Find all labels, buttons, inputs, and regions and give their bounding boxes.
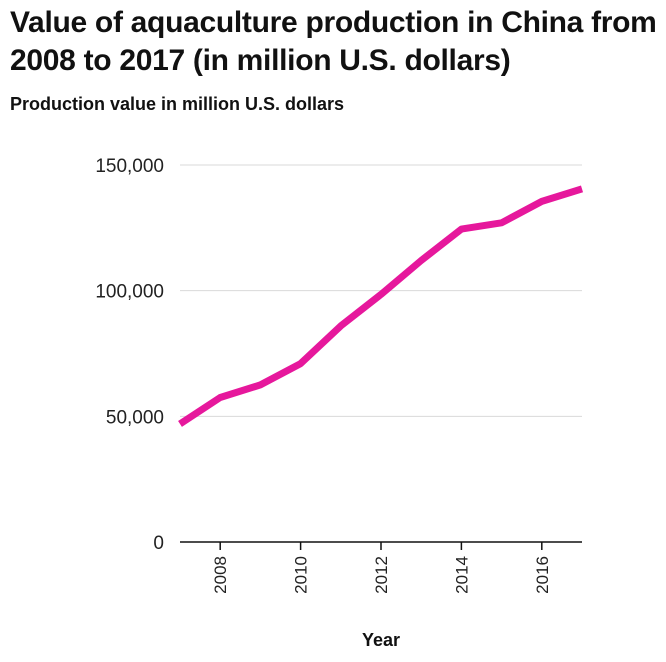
x-tick-label: 2016 (533, 556, 552, 594)
y-tick-label: 0 (153, 533, 164, 554)
y-tick-label: 150,000 (95, 156, 164, 177)
chart-title: Value of aquaculture production in China… (10, 6, 657, 77)
x-tick-label: 2008 (211, 556, 230, 594)
y-tick-label: 50,000 (106, 407, 164, 428)
series-line (178, 185, 584, 427)
x-tick-label: 2012 (372, 556, 391, 594)
axes (180, 541, 582, 550)
x-axis-label: Year (362, 630, 400, 650)
y-axis-label: Production value in million U.S. dollars (10, 94, 345, 114)
x-tick-labels: 2008 2010 2012 2014 2016 (211, 556, 552, 594)
y-tick-labels: 0 50,000 100,000 150,000 (95, 156, 164, 554)
x-tick-label: 2014 (452, 556, 471, 594)
x-tick-label: 2010 (292, 556, 311, 594)
series (178, 185, 584, 427)
y-tick-label: 100,000 (95, 282, 164, 303)
